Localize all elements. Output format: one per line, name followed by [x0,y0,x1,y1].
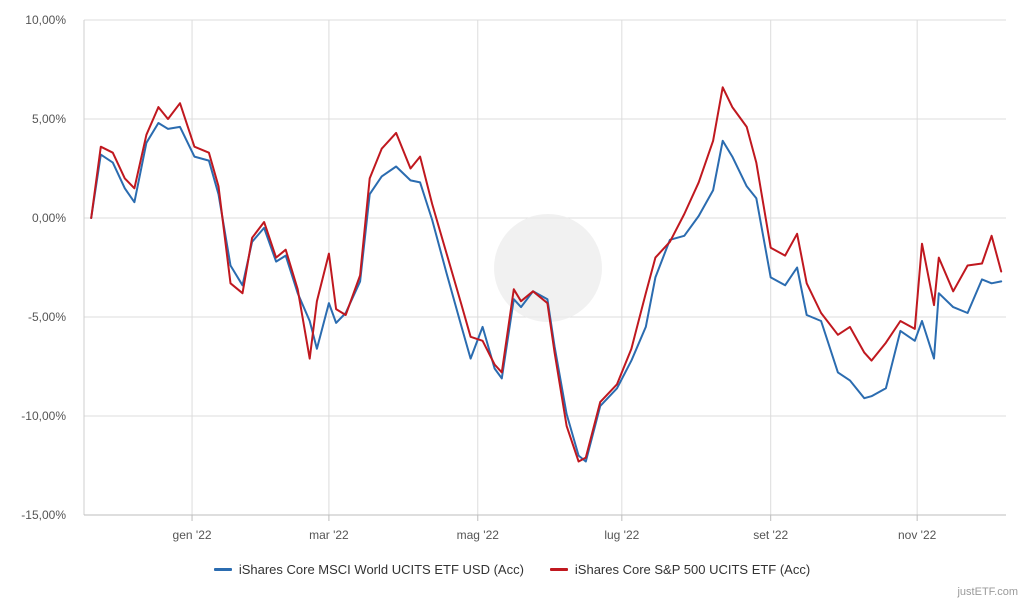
legend-item-sp500[interactable]: iShares Core S&P 500 UCITS ETF (Acc) [549,562,811,577]
x-tick-label: nov '22 [898,528,937,542]
legend-item-msci-world[interactable]: iShares Core MSCI World UCITS ETF USD (A… [213,562,524,577]
watermark [494,214,602,322]
y-tick-label: -15,00% [21,508,66,522]
y-tick-label: 0,00% [32,211,66,225]
y-tick-label: 5,00% [32,112,66,126]
y-tick-label: -5,00% [28,310,66,324]
site-footer-text: justETF.com [957,586,1018,598]
x-tick-label: mar '22 [309,528,349,542]
x-tick-label: gen '22 [173,528,212,542]
x-tick-label: lug '22 [604,528,639,542]
series-lines [90,86,1003,463]
series-line-sp500[interactable] [90,86,1003,463]
legend-label-sp500: iShares Core S&P 500 UCITS ETF (Acc) [574,562,811,577]
line-chart: 10,00% 5,00% 0,00% -5,00% -10,00% -15,00% gen … [21,13,1006,542]
legend-label-msci-world: iShares Core MSCI World UCITS ETF USD (A… [238,562,524,577]
x-tick-label: set '22 [753,528,788,542]
watermark-logo [494,214,602,322]
x-tick-label: mag '22 [457,528,500,542]
legend-swatch-sp500 [549,568,568,571]
axes: 10,00% 5,00% 0,00% -5,00% -10,00% -15,00% gen … [21,13,1006,542]
legend: iShares Core MSCI World UCITS ETF USD (A… [0,562,1024,577]
legend-swatch-msci-world [213,568,232,571]
series-line-msci-world[interactable] [90,122,1003,463]
y-tick-label: -10,00% [21,409,66,423]
y-tick-label: 10,00% [25,13,66,27]
